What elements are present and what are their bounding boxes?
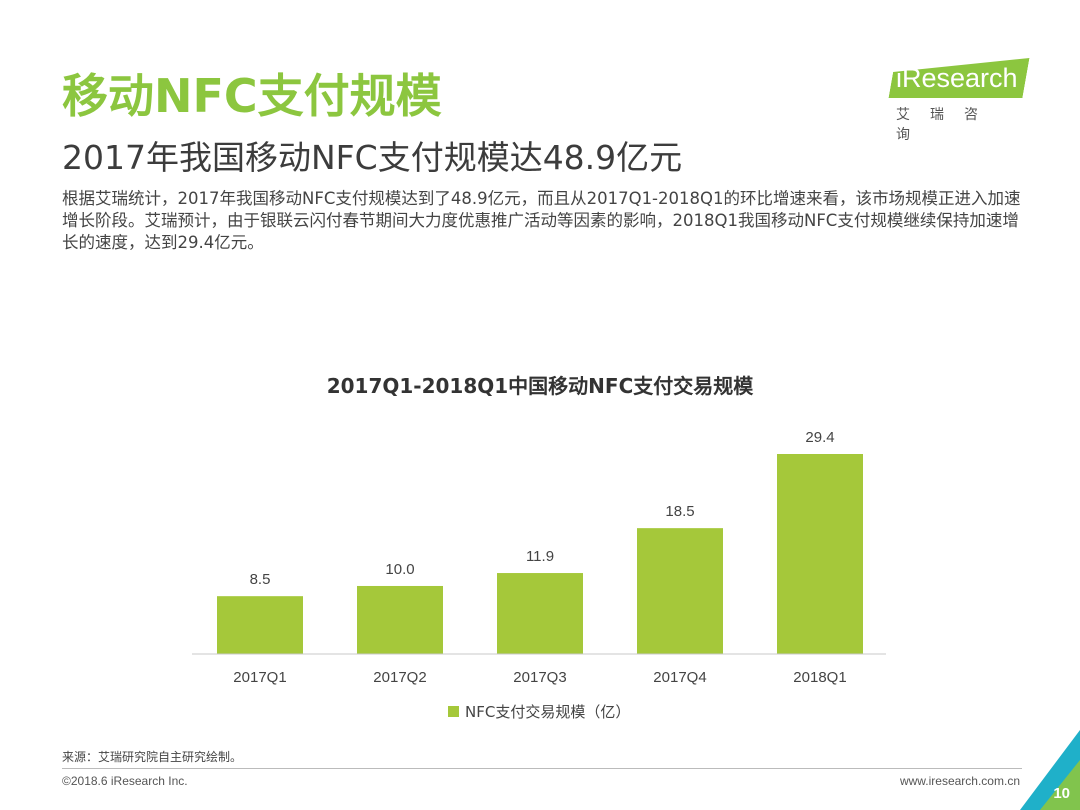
category-label-2017Q3: 2017Q3 bbox=[513, 669, 566, 686]
copyright-text: ©2018.6 iResearch Inc. bbox=[62, 774, 188, 788]
footer-divider bbox=[62, 768, 1022, 769]
legend-swatch bbox=[448, 706, 459, 717]
labels-group: 8.5 2017Q1 10.0 2017Q2 11.9 2017Q3 18.5 2017Q4 2… bbox=[233, 429, 846, 686]
category-label-2018Q1: 2018Q1 bbox=[793, 669, 846, 686]
brand-logo: iResearch bbox=[896, 63, 1018, 93]
data-label-2017Q4: 18.5 bbox=[665, 503, 694, 520]
legend-label: NFC支付交易规模（亿） bbox=[465, 703, 631, 721]
bar-2018Q1 bbox=[777, 454, 863, 654]
bar-2017Q4 bbox=[637, 528, 723, 654]
chart-legend: NFC支付交易规模（亿） bbox=[448, 701, 630, 722]
data-label-2018Q1: 29.4 bbox=[805, 429, 834, 446]
website-link[interactable]: www.iresearch.com.cn bbox=[899, 774, 1020, 788]
page-title: 移动NFC支付规模 bbox=[62, 69, 442, 123]
category-label-2017Q4: 2017Q4 bbox=[653, 669, 706, 686]
page-subtitle: 2017年我国移动NFC支付规模达48.9亿元 bbox=[62, 138, 683, 177]
source-note: 来源：艾瑞研究院自主研究绘制。 bbox=[62, 750, 243, 764]
corner-decoration bbox=[1020, 730, 1080, 810]
category-label-2017Q2: 2017Q2 bbox=[373, 669, 426, 686]
bar-2017Q2 bbox=[357, 585, 443, 654]
bars-group bbox=[217, 454, 863, 654]
body-paragraph: 根据艾瑞统计，2017年我国移动NFC支付规模达到了48.9亿元，而且从2017… bbox=[62, 189, 1021, 252]
data-label-2017Q2: 10.0 bbox=[385, 561, 414, 578]
data-label-2017Q1: 8.5 bbox=[250, 571, 271, 588]
data-label-2017Q3: 11.9 bbox=[526, 548, 554, 565]
bar-2017Q1 bbox=[217, 596, 303, 654]
page-number: 10 bbox=[1053, 785, 1070, 802]
brand-logo-cn: 艾瑞咨询 bbox=[896, 107, 998, 143]
chart-title: 2017Q1-2018Q1中国移动NFC支付交易规模 bbox=[326, 374, 754, 398]
category-label-2017Q1: 2017Q1 bbox=[233, 669, 286, 686]
bar-2017Q3 bbox=[497, 573, 583, 654]
